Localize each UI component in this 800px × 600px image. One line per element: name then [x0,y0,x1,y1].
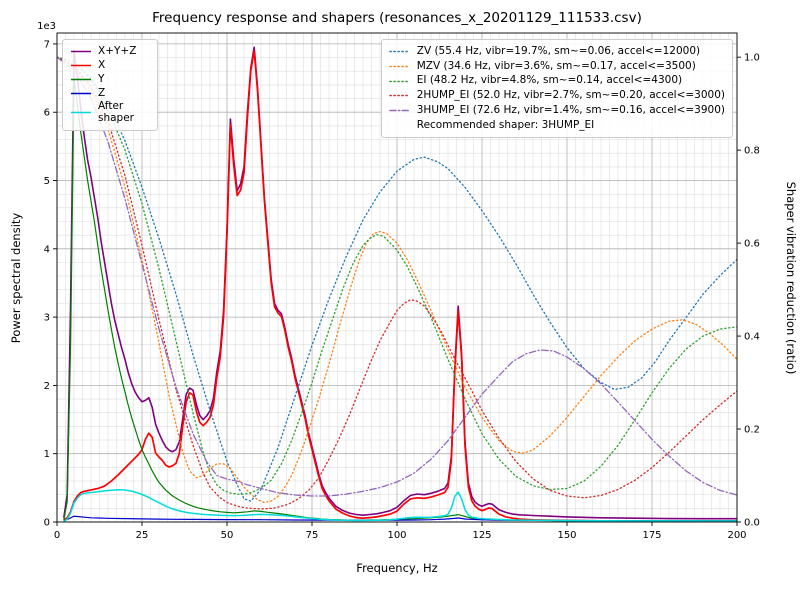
y-left-tick-label: 7 [44,39,50,50]
legend-item: Y [70,73,150,86]
legend-item: 3HUMP_EI (72.6 Hz, vibr=1.4%, sm~=0.16, … [389,104,725,118]
legend-line-sample [71,50,91,53]
y-right-tick-label: 0.6 [744,239,760,250]
chart-layer: 0 25 50 75 100 125 150 175 200 0 1 2 3 4 5 6 7 0.0 0.2 0.4 0… [44,32,760,541]
legend-item-label: After shaper [98,100,135,124]
y-right-tick-label: 0.8 [744,146,760,157]
legend-line-sample [389,80,411,82]
x-tick-label: 200 [727,530,746,541]
series-mzv [57,56,737,504]
y-left-tick-label: 0 [44,518,50,529]
legend-item-label: MZV (34.6 Hz, vibr=3.6%, sm~=0.17, accel… [416,59,696,72]
x-tick-label: 100 [387,530,406,541]
legend-line-sample [71,92,91,95]
series-after_shaper [63,489,737,522]
shaper-legend-items: ZV (55.4 Hz, vibr=19.7%, sm~=0.06, accel… [389,45,725,117]
x-tick-label: 125 [472,530,491,541]
legend-item: ZV (55.4 Hz, vibr=19.7%, sm~=0.06, accel… [389,45,725,59]
series-3hump_ei [57,56,737,497]
y-right-tick-label: 0.2 [744,425,760,436]
legend-line-sample [71,64,91,67]
y-right-axis-label: Shaper vibration reduction (ratio) [784,182,798,375]
legend-item: MZV (34.6 Hz, vibr=3.6%, sm~=0.17, accel… [389,60,725,74]
x-tick-label: 0 [54,530,60,541]
y-left-tick-label: 5 [44,176,50,187]
x-tick-label: 175 [642,530,661,541]
y-left-tick-label: 1 [44,449,50,460]
legend-line-sample [389,109,411,112]
series-x [63,49,737,522]
series-ei [57,56,737,495]
y-left-tick-label: 3 [44,313,50,324]
y-left-axis-label: Power spectral density [9,213,23,344]
x-tick-label: 25 [136,530,149,541]
legend-item-label: X+Y+Z [98,44,137,57]
legend-item-label: Y [98,72,105,85]
psd-legend: X+Y+Z X Y Z After shaper [62,39,158,131]
legend-line-sample [389,65,411,68]
series-y [63,77,737,522]
legend-item: Z [70,87,150,100]
axis-tick-labels: 0 25 50 75 100 125 150 175 200 0 1 2 3 4 5 6 7 0.0 0.2 0.4 0… [44,39,760,541]
x-axis-label: Frequency, Hz [356,561,437,575]
x-tick-label: 150 [557,530,576,541]
legend-item: After shaper [70,100,150,125]
legend-item-label: Z [98,86,106,99]
legend-item-label: 3HUMP_EI (72.6 Hz, vibr=1.4%, sm~=0.16, … [416,103,725,116]
x-tick-label: 50 [221,530,234,541]
legend-item: X+Y+Z [70,45,150,58]
legend-item: X [70,59,150,72]
y-left-offset-label: 1e3 [37,21,56,32]
series-2hump_ei [57,56,737,510]
y-left-tick-label: 2 [44,381,50,392]
series-zv [57,56,737,502]
legend-item: 2HUMP_EI (52.0 Hz, vibr=2.7%, sm~=0.20, … [389,89,725,103]
legend-item-label: ZV (55.4 Hz, vibr=19.7%, sm~=0.06, accel… [416,45,701,57]
legend-item-label: EI (48.2 Hz, vibr=4.8%, sm~=0.14, accel<… [416,74,683,87]
legend-item: EI (48.2 Hz, vibr=4.8%, sm~=0.14, accel<… [389,74,725,88]
legend-item-label: X [98,58,106,71]
y-left-tick-label: 6 [44,108,50,119]
y-left-tick-label: 4 [44,244,50,255]
y-right-tick-label: 0.0 [744,518,760,529]
x-tick-label: 75 [306,530,319,541]
recommended-shaper-note: Recommended shaper: 3HUMP_EI [416,119,595,132]
legend-line-sample [389,94,411,97]
series-z [63,515,737,522]
legend-line-sample [71,78,91,81]
legend-line-sample [389,51,411,53]
shaper-legend: ZV (55.4 Hz, vibr=19.7%, sm~=0.06, accel… [380,39,733,138]
legend-line-sample [71,112,91,114]
y-right-tick-label: 1.0 [744,53,760,64]
legend-item-label: 2HUMP_EI (52.0 Hz, vibr=2.7%, sm~=0.20, … [416,88,725,101]
axis-ticks [53,43,741,526]
y-right-tick-label: 0.4 [744,332,760,343]
chart-title: Frequency response and shapers (resonanc… [152,10,642,26]
